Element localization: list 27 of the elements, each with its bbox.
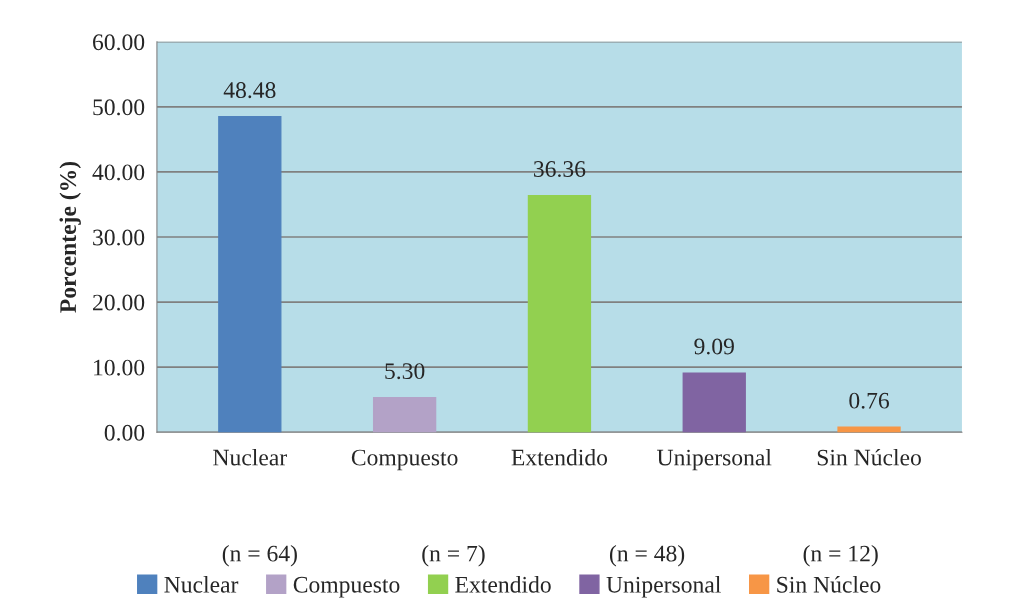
y-tick-label: 30.00: [93, 229, 145, 246]
data-label: 48.48: [223, 82, 276, 99]
y-tick-label: 20.00: [93, 294, 145, 311]
x-tick-label: Compuesto: [351, 449, 458, 471]
y-tick-label: 50.00: [93, 99, 145, 116]
data-label: 9.09: [694, 338, 734, 355]
data-label: 0.76: [849, 392, 890, 409]
text: (n = 64): [222, 544, 297, 567]
legend-label: Compuesto: [293, 576, 400, 598]
x-tick-label: Unipersonal: [657, 448, 772, 471]
x-tick-label: Sin Núcleo: [817, 448, 921, 466]
data-label: 5.30: [385, 363, 425, 380]
data-label: 36.36: [534, 161, 586, 178]
legend-label: Extendido: [455, 576, 551, 593]
legend-label: Nuclear: [164, 576, 239, 593]
y-axis-title: Porcenteje (%): [59, 161, 81, 313]
y-tick-label: 10.00: [94, 359, 145, 376]
text: (n = 12): [803, 544, 878, 567]
x-tick-label: Extendido: [511, 448, 608, 466]
legend-label: Sin Núcleo: [777, 576, 881, 593]
text: (n = 48): [609, 544, 685, 567]
legend-label: Unipersonal: [606, 576, 721, 598]
text: (n = 7): [422, 544, 485, 567]
y-tick-label: 0.00: [104, 424, 145, 441]
y-tick-label: 60.00: [93, 34, 145, 51]
y-tick-label: 40.00: [92, 164, 145, 181]
x-tick-label: Nuclear: [213, 448, 287, 466]
